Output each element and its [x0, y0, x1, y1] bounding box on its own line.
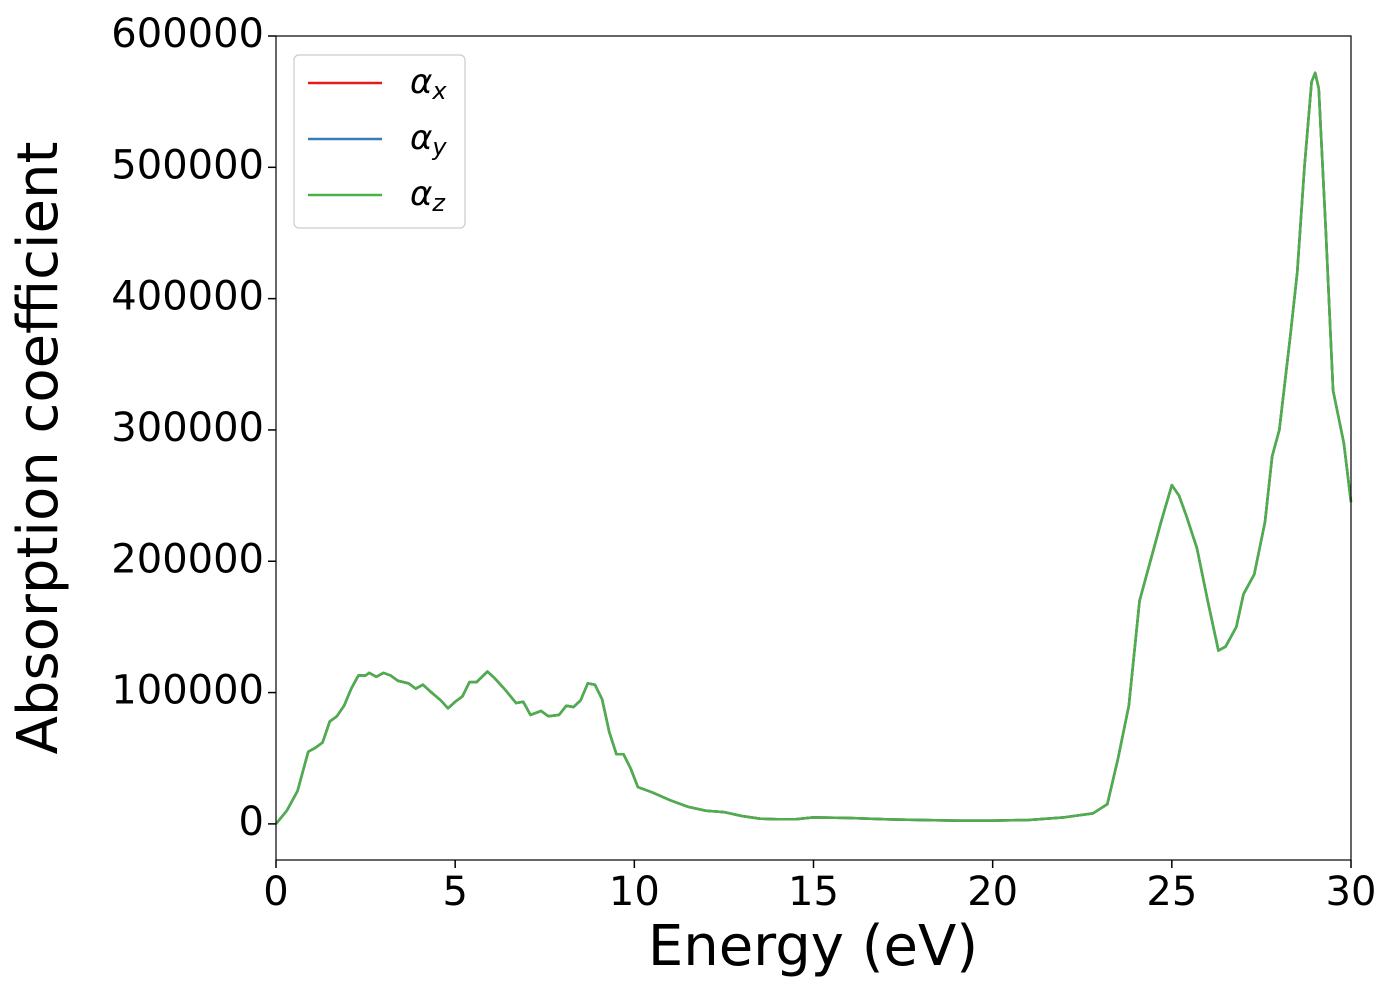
legend-label: αx — [410, 62, 447, 106]
y-tick-label: 500000 — [111, 142, 264, 188]
y-tick-label: 300000 — [111, 405, 264, 451]
x-tick-label: 0 — [263, 869, 288, 915]
x-tick-label: 5 — [442, 869, 467, 915]
x-tick-label: 25 — [1146, 869, 1197, 915]
y-axis-label: Absorption coefficient — [6, 142, 71, 755]
y-tick-label: 400000 — [111, 274, 264, 320]
legend: αx αy αz — [293, 54, 466, 229]
y-tick-label: 200000 — [111, 536, 264, 582]
x-axis-label: Energy (eV) — [648, 914, 978, 979]
y-tick-label: 600000 — [111, 11, 264, 57]
series-line — [275, 71, 1353, 825]
x-tick-label: 20 — [967, 869, 1018, 915]
y-tick-label: 100000 — [111, 668, 264, 714]
legend-box — [293, 54, 466, 229]
legend-label: αy — [410, 118, 447, 162]
x-tick-label: 10 — [609, 869, 660, 915]
x-tick-label: 15 — [788, 869, 839, 915]
x-tick-label: 30 — [1326, 869, 1377, 915]
legend-label: αz — [410, 174, 446, 218]
y-tick-label: 0 — [239, 799, 264, 845]
plot-frame — [275, 35, 1352, 861]
